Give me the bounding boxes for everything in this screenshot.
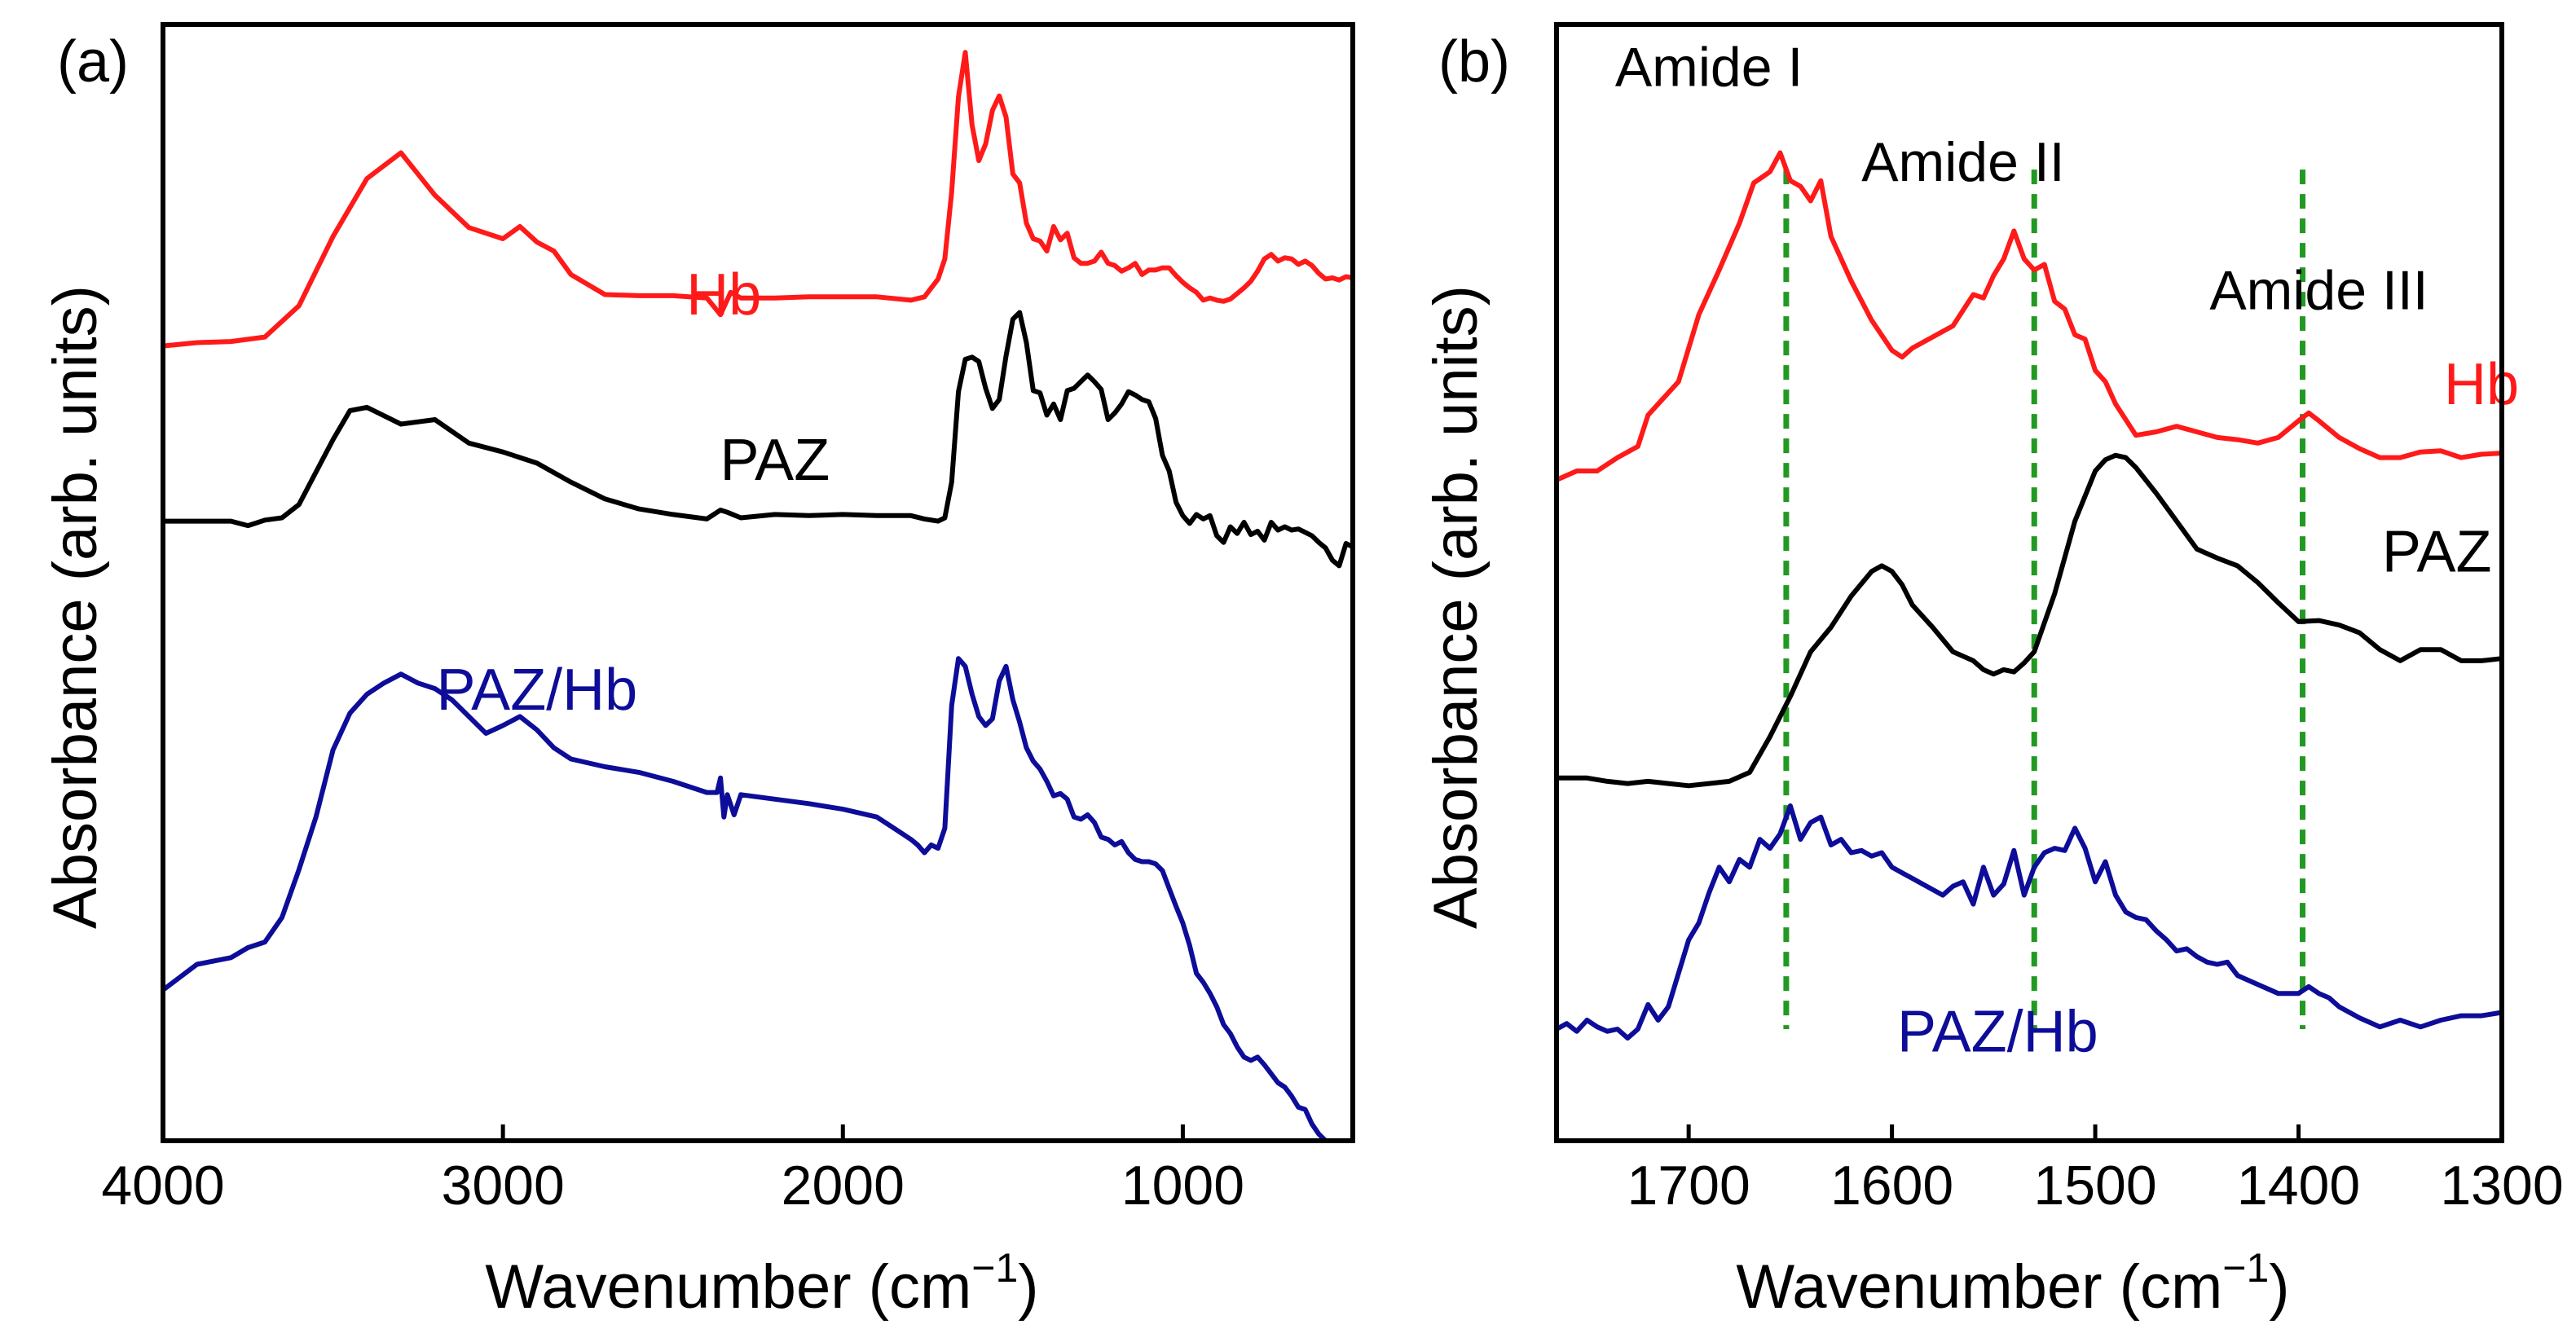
panel-b-series-paz <box>1557 452 2503 789</box>
panel-b-xtick-label-1400: 1400 <box>2237 1155 2360 1217</box>
panel-b-markers: Amide I Amide II Amide III <box>1615 36 2428 1029</box>
panel-a-xtick-label-1000: 1000 <box>1121 1155 1244 1217</box>
panel-b-frame <box>1554 22 2504 1143</box>
panel-b-xtick-label-1300: 1300 <box>2440 1155 2563 1217</box>
panel-b-series-label-hb: Hb <box>2444 352 2519 417</box>
panel-a-frame <box>161 22 1355 1143</box>
marker-label-amide-i: Amide I <box>1615 36 1803 98</box>
panel-a-series-paz <box>163 310 1354 569</box>
panel-b-series-label-paz: PAZ <box>2382 519 2492 584</box>
marker-label-amide-iii: Amide III <box>2209 259 2428 321</box>
panel-a-xlabel-sup: −1 <box>971 1245 1018 1291</box>
panel-a-plot-area: Hb PAZ PAZ/Hb <box>161 50 1354 1143</box>
panel-a-series-label-hb: Hb <box>686 262 761 328</box>
panel-a-series-label-paz: PAZ <box>720 428 830 493</box>
panel-b: (b) Amide I Amide II Amide III Hb PAZ PAZ/Hb… <box>1421 22 2564 1322</box>
panel-a-xlabel: Wavenumber (cm−1) <box>485 1245 1038 1322</box>
panel-a-series-label-paz-hb: PAZ/Hb <box>436 658 637 723</box>
marker-label-amide-ii: Amide II <box>1861 131 2064 193</box>
panel-b-series-hb <box>1555 150 2503 482</box>
panel-b-ylabel: Absorbance (arb. units) <box>1421 285 1491 929</box>
panel-b-plot-area: Hb PAZ PAZ/Hb <box>1555 150 2519 1064</box>
panel-a-series-hb <box>162 50 1354 349</box>
panel-a-xlabel-end: ) <box>1018 1252 1038 1322</box>
panel-b-label: (b) <box>1438 29 1510 95</box>
panel-b-xlabel-end: ) <box>2269 1252 2289 1322</box>
panel-b-series-paz-hb <box>1555 803 2503 1041</box>
panel-a-x-ticks: 4000 3000 2000 1000 <box>101 1124 1244 1217</box>
panel-a-xtick-label-2000: 2000 <box>782 1155 905 1217</box>
panel-b-xtick-label-1500: 1500 <box>2033 1155 2156 1217</box>
panel-a-xtick-label-4000: 4000 <box>101 1155 224 1217</box>
panel-b-xlabel-text: Wavenumber (cm <box>1736 1252 2222 1322</box>
panel-b-x-ticks: 1700 1600 1500 1400 1300 <box>1627 1124 2564 1217</box>
panel-a-xlabel-text: Wavenumber (cm <box>485 1252 971 1322</box>
panel-b-xtick-label-1700: 1700 <box>1627 1155 1750 1217</box>
panel-b-xlabel: Wavenumber (cm−1) <box>1736 1245 2289 1322</box>
panel-a-xtick-label-3000: 3000 <box>442 1155 565 1217</box>
panel-a-label: (a) <box>57 29 129 95</box>
panel-b-series-label-paz-hb: PAZ/Hb <box>1897 999 2098 1064</box>
panel-a: (a) Hb PAZ PAZ/Hb 4000 3000 2000 1000 Absorba… <box>41 22 1355 1322</box>
panel-a-series-paz-hb <box>161 656 1328 1143</box>
panel-b-xtick-label-1600: 1600 <box>1830 1155 1953 1217</box>
panel-a-ylabel: Absorbance (arb. units) <box>41 285 110 929</box>
panel-b-xlabel-sup: −1 <box>2222 1245 2269 1291</box>
